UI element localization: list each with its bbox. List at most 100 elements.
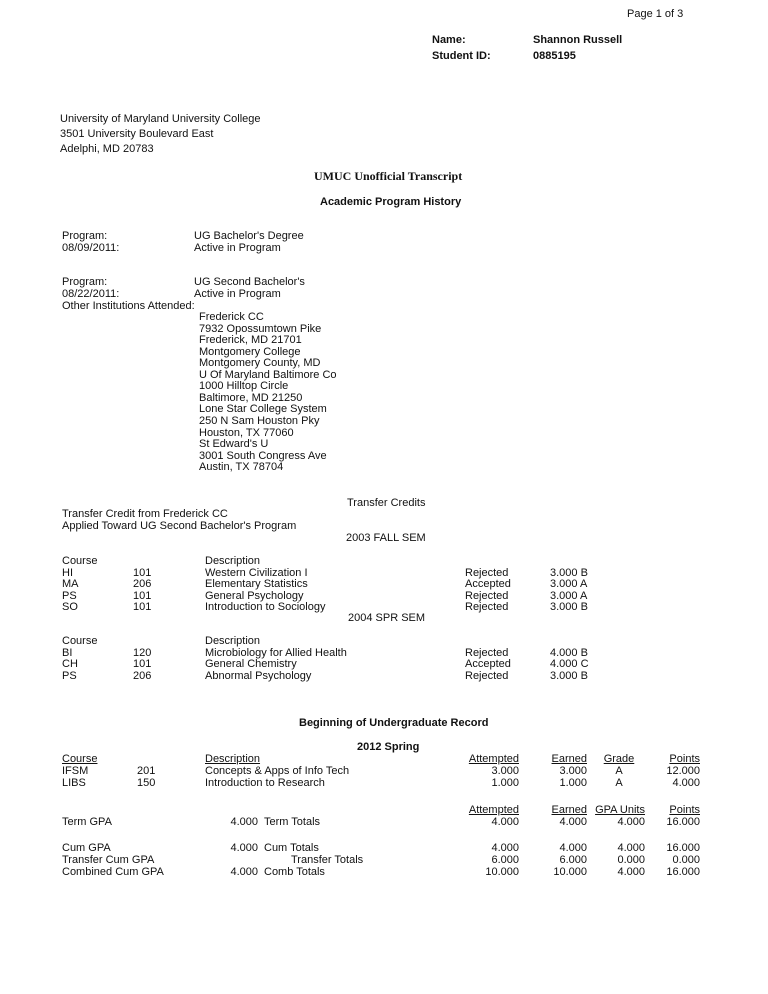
institution-line: 7932 Opossumtown Pike (199, 322, 322, 335)
earned-header: Earned (551, 753, 587, 765)
course-number: 201 (137, 765, 156, 777)
attempted-header: Attempted (468, 753, 519, 765)
gpa-units: 4.000 (617, 866, 645, 878)
gpa-units: 4.000 (617, 816, 645, 828)
description-header: Description (205, 555, 261, 567)
credit-grade: 4.000 C (550, 658, 589, 671)
course-description: Abnormal Psychology (205, 669, 312, 682)
attempted-header: Attempted (468, 804, 519, 816)
course-number: 206 (133, 578, 152, 591)
student-id: 0885195 (533, 50, 576, 62)
document-title: UMUC Unofficial Transcript (314, 169, 463, 183)
grade: A (615, 776, 623, 789)
credit-grade: 3.000 A (550, 589, 588, 602)
course-description: Introduction to Research (205, 776, 325, 789)
course-number: 206 (133, 669, 152, 682)
credit-grade: 3.000 B (550, 669, 588, 682)
course-subject: BI (62, 646, 73, 659)
program-value: UG Second Bachelor's (194, 276, 305, 288)
grade: A (615, 765, 623, 777)
other-institutions-label: Other Institutions Attended: (62, 300, 195, 312)
transfer-status: Rejected (465, 646, 509, 659)
totals-label: Cum Totals (264, 842, 319, 854)
institution-line: St Edward's U (199, 438, 269, 451)
points: 16.000 (666, 816, 700, 828)
institution-line: Houston, TX 77060 (199, 426, 294, 439)
name-label: Name: (432, 34, 466, 46)
program-date: 08/22/2011: (62, 288, 120, 300)
transfer-status: Accepted (465, 578, 511, 591)
student-name: Shannon Russell (533, 34, 623, 46)
attempted: 4.000 (491, 816, 519, 828)
earned: 1.000 (559, 776, 587, 789)
attempted: 4.000 (491, 842, 519, 854)
undergrad-term: 2012 Spring (357, 741, 420, 753)
gpa-units: 0.000 (617, 854, 645, 866)
earned: 4.000 (559, 816, 587, 828)
totals-label: Comb Totals (264, 866, 325, 878)
student-id-label: Student ID: (432, 50, 491, 62)
institution-line: Lone Star College System (199, 403, 327, 416)
course-description: Introduction to Sociology (205, 601, 326, 614)
course-subject: LIBS (62, 776, 86, 789)
earned-header: Earned (551, 804, 587, 816)
address-line: Adelphi, MD 20783 (60, 143, 154, 155)
points-header: Points (669, 753, 700, 765)
address-line: University of Maryland University Colleg… (60, 113, 261, 125)
institution-line: 1000 Hilltop Circle (199, 380, 289, 393)
course-subject: SO (62, 601, 78, 614)
course-number: 101 (133, 601, 152, 614)
program-date: 08/09/2011: (62, 242, 120, 254)
totals-label: Transfer Totals (291, 854, 364, 866)
institution-line: Montgomery County, MD (199, 357, 321, 370)
course-subject: PS (62, 589, 77, 602)
credit-grade: 4.000 B (550, 646, 588, 659)
course-description: General Psychology (205, 589, 304, 602)
program-status: Active in Program (194, 288, 281, 300)
transfer-status: Rejected (465, 601, 509, 614)
transfer-status: Rejected (465, 589, 509, 602)
gpa-units: 4.000 (617, 842, 645, 854)
institution-line: Montgomery College (199, 345, 301, 358)
course-number: 120 (133, 646, 152, 659)
gpa-label: Cum GPA (62, 842, 111, 854)
gpa-value: 4.000 (230, 816, 258, 828)
gpa-value: 4.000 (230, 842, 258, 854)
term-heading: 2004 SPR SEM (348, 612, 426, 624)
transfer-heading: Transfer Credits (347, 497, 426, 509)
attempted: 3.000 (491, 765, 519, 777)
course-number: 101 (133, 658, 152, 671)
gpa-value: 4.000 (230, 866, 258, 878)
points: 16.000 (666, 842, 700, 854)
gpa-label: Term GPA (62, 816, 112, 828)
gpa-label: Transfer Cum GPA (62, 854, 155, 866)
description-header: Description (205, 753, 261, 765)
course-number: 101 (133, 566, 152, 579)
course-header: Course (62, 555, 98, 567)
undergrad-heading: Beginning of Undergraduate Record (299, 717, 489, 729)
credit-grade: 3.000 A (550, 578, 588, 591)
transfer-applied: Applied Toward UG Second Bachelor's Prog… (62, 520, 297, 532)
program-label: Program: (62, 276, 108, 288)
points-header: Points (669, 804, 700, 816)
term-heading: 2003 FALL SEM (346, 532, 426, 544)
program-value: UG Bachelor's Degree (194, 230, 304, 242)
earned: 3.000 (559, 765, 587, 777)
transfer-from: Transfer Credit from Frederick CC (62, 508, 228, 520)
course-subject: PS (62, 669, 77, 682)
course-subject: IFSM (62, 765, 89, 777)
institution-line: U Of Maryland Baltimore Co (199, 368, 337, 381)
institution-line: 3001 South Congress Ave (199, 449, 327, 462)
earned: 6.000 (559, 854, 587, 866)
course-description: Western Civilization I (205, 566, 308, 579)
institution-line: 250 N Sam Houston Pky (199, 414, 320, 427)
course-description: Microbiology for Allied Health (205, 646, 347, 659)
gpa-label: Combined Cum GPA (62, 866, 164, 878)
institution-line: Frederick, MD 21701 (199, 334, 302, 347)
earned: 10.000 (553, 866, 587, 878)
address-line: 3501 University Boulevard East (60, 128, 214, 140)
gpa-units-header: GPA Units (595, 804, 645, 816)
program-label: Program: (62, 230, 108, 242)
course-subject: CH (62, 658, 78, 671)
course-header: Course (62, 753, 98, 765)
